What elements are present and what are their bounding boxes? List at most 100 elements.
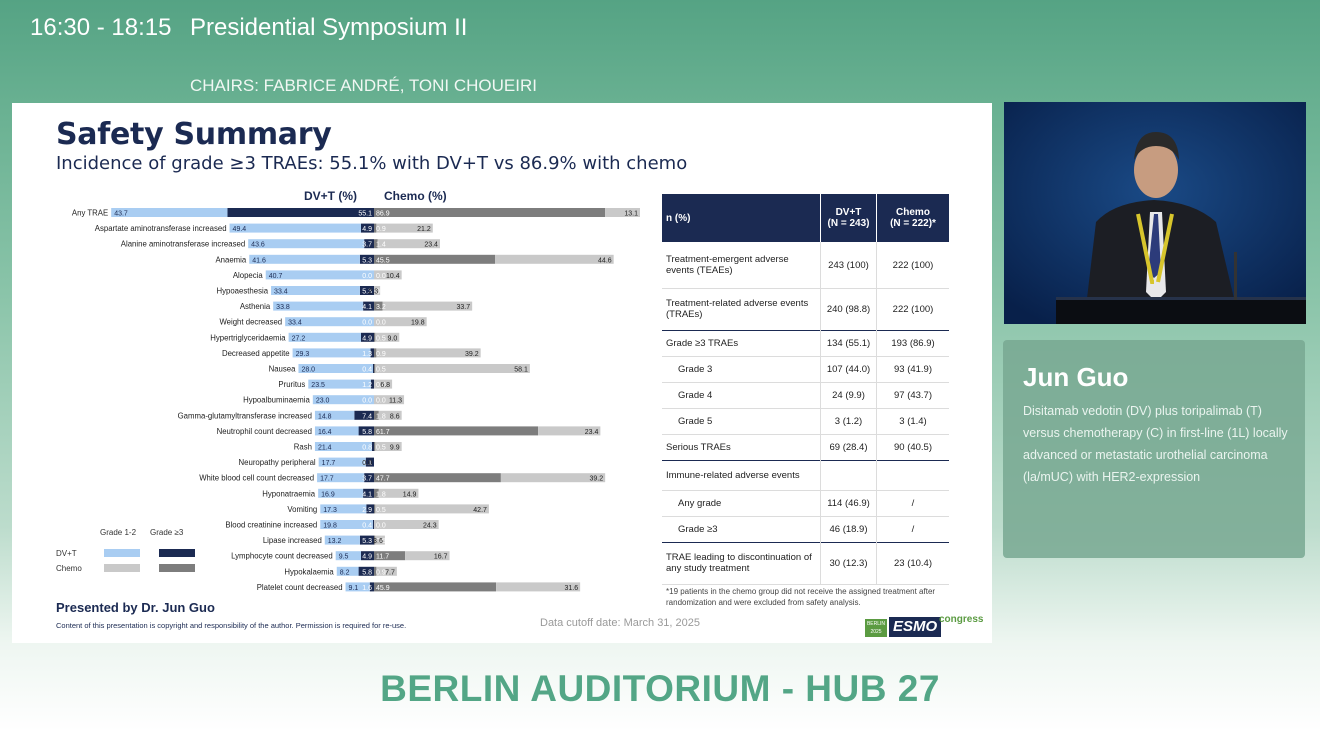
category-label: Decreased appetite <box>222 349 290 358</box>
bar-dvt-g12 <box>292 348 371 358</box>
row-label: TRAE leading to discontinuation of any s… <box>666 552 812 574</box>
bar-dvt-g12 <box>229 223 361 233</box>
label-chemo-g12: 10.4 <box>386 273 400 280</box>
bar-chemo-g3 <box>374 239 378 249</box>
bar-dvt-g3 <box>359 286 374 295</box>
category-label: Asthenia <box>240 302 271 311</box>
label-chemo-g3: 1.4 <box>376 242 386 249</box>
bar-dvt-g3 <box>363 301 374 311</box>
bar-chemo-g12 <box>375 504 489 514</box>
row-label: Any grade <box>678 497 722 509</box>
bar-chemo-g3 <box>374 535 376 545</box>
dvt-column-header: DV+T (%) <box>304 189 358 203</box>
bar-chemo-g12 <box>605 208 640 217</box>
bar-chemo-g12 <box>376 566 397 576</box>
label-dvt-g12: 41.6 <box>252 257 266 264</box>
label-dvt-g12: 9.5 <box>339 554 349 561</box>
bar-chemo-g12 <box>496 582 581 592</box>
row-dvt-value: 240 (98.8) <box>826 303 871 315</box>
category-label: Blood creatinine increased <box>225 521 317 530</box>
table-header: n (%) DV+T (N = 243) Chemo (N = 222)* <box>662 194 949 242</box>
label-dvt-g12: 13.2 <box>328 538 342 545</box>
label-dvt-g12: 29.3 <box>296 351 310 358</box>
label-dvt-g3: 2.9 <box>362 507 372 514</box>
session-title: Presidential Symposium II <box>190 14 468 41</box>
bar-chemo-g12 <box>374 317 427 327</box>
bar-dvt-g3 <box>360 551 374 561</box>
table-column-divider <box>876 242 877 584</box>
bar-chemo-g12 <box>378 410 402 420</box>
table-divider <box>662 288 949 289</box>
label-chemo-g3: 11.7 <box>376 554 389 561</box>
label-chemo-g3: 0.0 <box>376 398 386 405</box>
legend-chemo-g12-swatch <box>104 564 140 572</box>
bar-chemo-g12 <box>374 286 381 295</box>
presentation-slide: Safety Summary Incidence of grade ≥3 TRA… <box>12 103 992 643</box>
bar-chemo-g12 <box>538 426 601 436</box>
label-dvt-g3: 7.4 <box>362 413 372 420</box>
bar-chemo-g12 <box>376 348 481 358</box>
bar-dvt-g12 <box>111 208 228 217</box>
bar-dvt-g12 <box>308 379 371 389</box>
row-dvt-value <box>821 460 876 490</box>
bar-dvt-g3 <box>358 566 374 576</box>
label-dvt-g3: 55.1 <box>358 211 372 218</box>
session-time: 16:30 - 18:15 <box>30 14 172 41</box>
speaker-name: Jun Guo <box>1023 362 1129 392</box>
bar-chemo-g3 <box>374 332 376 342</box>
bar-chemo-g12 <box>500 473 606 483</box>
label-dvt-g3: 0.8 <box>362 445 372 452</box>
bar-dvt-g12 <box>298 364 373 373</box>
room-location: BERLIN AUDITORIUM - HUB 27 <box>380 668 940 709</box>
slide-title: Safety Summary <box>56 117 332 152</box>
row-label: Grade ≥3 <box>678 523 718 535</box>
category-label: Vomiting <box>287 505 317 514</box>
label-dvt-g12: 27.2 <box>292 335 306 342</box>
label-dvt-g3: 0.0 <box>362 273 372 280</box>
row-dvt-value: 107 (44.0) <box>826 363 871 375</box>
bar-dvt-g3 <box>360 223 374 233</box>
bar-dvt-g12 <box>324 535 360 545</box>
bar-dvt-g12 <box>336 566 359 576</box>
table-divider <box>662 382 949 383</box>
table-row: Grade ≥3 TRAEs 134 (55.1) 193 (86.9) <box>662 330 949 356</box>
table-column-divider <box>820 242 821 584</box>
label-chemo-g12: 9.9 <box>390 445 400 452</box>
row-dvt-value: 69 (28.4) <box>829 441 868 453</box>
bar-dvt-g3 <box>365 457 374 467</box>
category-label: Anaemia <box>215 255 246 264</box>
label-chemo-g3: 0.0 <box>376 382 386 389</box>
label-dvt-g3: 5.8 <box>362 569 372 576</box>
presented-by: Presented by Dr. Jun Guo <box>56 600 215 615</box>
bar-chemo-g12 <box>376 223 433 233</box>
row-label: Grade ≥3 TRAEs <box>666 337 739 349</box>
label-dvt-g3: 5.3 <box>362 538 372 545</box>
label-dvt-g12: 17.7 <box>322 460 336 467</box>
label-chemo-g12: 14.9 <box>403 491 417 498</box>
label-chemo-g3: 1.8 <box>376 413 386 420</box>
label-dvt-g3: 3.1 <box>362 460 372 467</box>
label-chemo-g12: 39.2 <box>590 476 604 483</box>
label-chemo-g12: 21.2 <box>417 226 431 233</box>
label-chemo-g3: 3.2 <box>376 304 386 311</box>
category-label: Nausea <box>269 365 297 374</box>
session-header: 16:30 - 18:15 Presidential Symposium II … <box>0 0 1320 100</box>
table-row: Grade 4 24 (9.9) 97 (43.7) <box>662 382 949 408</box>
bar-dvt-g12 <box>317 473 365 483</box>
label-dvt-g12: 19.8 <box>323 523 337 530</box>
row-chemo-value: 23 (10.4) <box>893 557 933 569</box>
bar-dvt-g3 <box>366 504 374 514</box>
label-chemo-g12: 33.7 <box>457 304 471 311</box>
row-label: Grade 3 <box>678 363 713 375</box>
bar-dvt-g12 <box>288 332 361 342</box>
label-dvt-g3: 4.1 <box>362 491 372 498</box>
bar-chemo-g3 <box>374 301 383 311</box>
row-dvt-value: 3 (1.2) <box>834 415 863 427</box>
row-chemo-value: 93 (41.9) <box>893 363 933 375</box>
label-chemo-g3: 45.9 <box>376 585 390 592</box>
row-chemo-value: 90 (40.5) <box>893 441 933 453</box>
row-dvt-value: 46 (18.9) <box>829 523 868 535</box>
bar-chemo-g12 <box>374 379 393 389</box>
bar-chemo-g3 <box>374 254 496 264</box>
bar-dvt-g12 <box>345 582 370 592</box>
